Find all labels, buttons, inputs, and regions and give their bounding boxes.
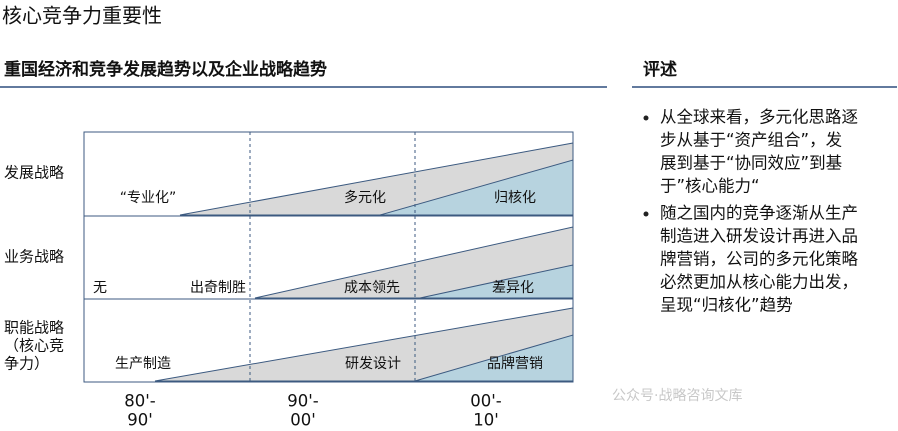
row-label: 发展战略 [4, 164, 64, 182]
grid-frame [83, 131, 574, 383]
bullet-line: 随之国内的竞争逐渐从生产 [660, 204, 858, 223]
right-header: 评述 [643, 60, 677, 80]
cell-label: 多元化 [344, 189, 386, 206]
cell-label: 研发设计 [345, 356, 401, 372]
cell-label: 无 [93, 280, 107, 296]
bullet-line: 制造进入研发设计再进入品 [660, 227, 858, 246]
period-label: 00'- [470, 392, 502, 411]
row-label: （核心竞 [4, 337, 64, 355]
row-label: 争力） [4, 355, 49, 373]
row-label: 业务战略 [4, 248, 64, 266]
bullet-line: 步从基于“资产组合”，发 [660, 131, 842, 150]
period-label: 90'- [287, 392, 319, 411]
bullet-line: 展到基于“协同效应”到基 [660, 154, 842, 173]
bullet-line: 呈现“归核化”趋势 [660, 296, 793, 315]
grid [83, 131, 574, 383]
cell-label: 归核化 [494, 189, 536, 206]
period-label: 90' [127, 411, 153, 430]
cell-label: 差异化 [492, 280, 534, 296]
period-label: 00' [290, 411, 316, 430]
bullet-line: 于”核心能力“ [660, 177, 760, 196]
cell-label: 品牌营销 [487, 355, 543, 372]
bullet-line: 必然更加从核心能力出发， [660, 273, 858, 292]
bullets: 从全球来看，多元化思路逐步从基于“资产组合”，发展到基于“协同效应”到基于”核心… [643, 108, 859, 315]
slide-title: 核心竞争力重要性 [2, 4, 162, 28]
cell-label: 生产制造 [115, 356, 171, 372]
bullet-line: 牌营销，公司的多元化策略 [660, 250, 859, 269]
row-label: 职能战略 [4, 319, 64, 337]
cell-label: 成本领先 [344, 280, 400, 296]
bullet-dot [643, 115, 649, 121]
wedges [154, 142, 574, 382]
left-header: 重国经济和竞争发展趋势以及企业战略趋势 [4, 59, 327, 80]
watermark: 公众号·战略咨询文库 [612, 388, 742, 404]
cell-label: 出奇制胜 [190, 279, 246, 296]
period-label: 80'- [124, 392, 156, 411]
bullet-line: 从全球来看，多元化思路逐 [660, 108, 858, 127]
bullet-dot [643, 211, 649, 217]
period-label: 10' [473, 411, 499, 430]
cell-label: “专业化” [120, 190, 177, 206]
